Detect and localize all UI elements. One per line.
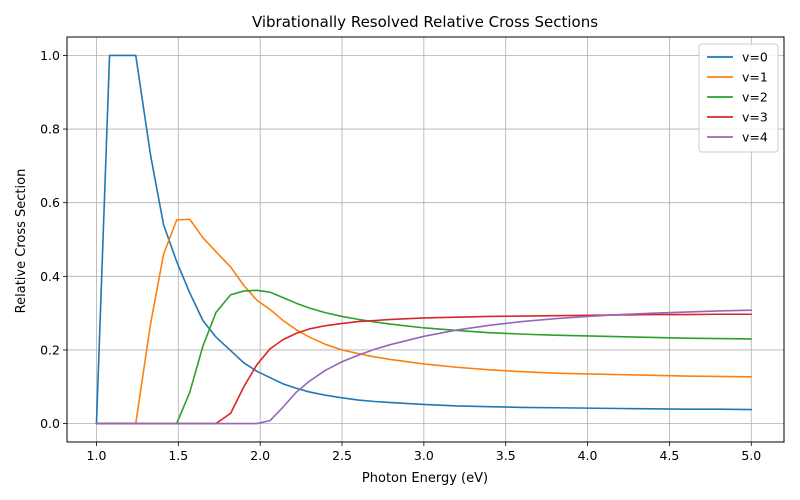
- x-tick-label: 2.5: [332, 448, 352, 463]
- x-axis-label: Photon Energy (eV): [362, 471, 488, 486]
- series-layer: [95, 54, 753, 425]
- plot-frame: [66, 36, 785, 443]
- y-tick-label: 0.0: [40, 416, 60, 431]
- y-axis-ticks: 0.0 0.2 0.4 0.6 0.8 1.0: [40, 48, 67, 431]
- legend-box: [698, 43, 779, 153]
- legend-label: v=3: [742, 110, 768, 125]
- x-tick-label: 1.0: [87, 448, 107, 463]
- chart-title: Vibrationally Resolved Relative Cross Se…: [252, 13, 598, 31]
- legend-label: v=2: [742, 90, 768, 105]
- y-tick-label: 0.8: [40, 122, 60, 137]
- y-tick-label: 0.2: [40, 342, 60, 357]
- grid: [67, 37, 784, 442]
- x-tick-label: 3.5: [496, 448, 516, 463]
- legend-label: v=4: [742, 130, 768, 145]
- x-tick-label: 3.0: [414, 448, 434, 463]
- x-tick-label: 1.5: [168, 448, 188, 463]
- y-tick-label: 1.0: [40, 48, 60, 63]
- y-tick-label: 0.6: [40, 195, 60, 210]
- x-tick-label: 4.0: [578, 448, 598, 463]
- series-line-v0: [95, 54, 753, 425]
- series-line-v2: [95, 289, 753, 425]
- x-tick-label: 5.0: [741, 448, 761, 463]
- series-line-v1: [95, 218, 753, 425]
- legend-label: v=0: [742, 50, 768, 65]
- x-axis-ticks: 1.0 1.5 2.0 2.5 3.0 3.5 4.0 4.5 5.0: [87, 442, 761, 463]
- y-axis-label: Relative Cross Section: [14, 169, 29, 314]
- legend-label: v=1: [742, 70, 768, 85]
- legend: v=0 v=1 v=2 v=3 v=4: [698, 43, 779, 153]
- series-line-v4: [95, 309, 753, 425]
- x-tick-label: 4.5: [659, 448, 679, 463]
- x-tick-label: 2.0: [250, 448, 270, 463]
- y-tick-label: 0.4: [40, 269, 60, 284]
